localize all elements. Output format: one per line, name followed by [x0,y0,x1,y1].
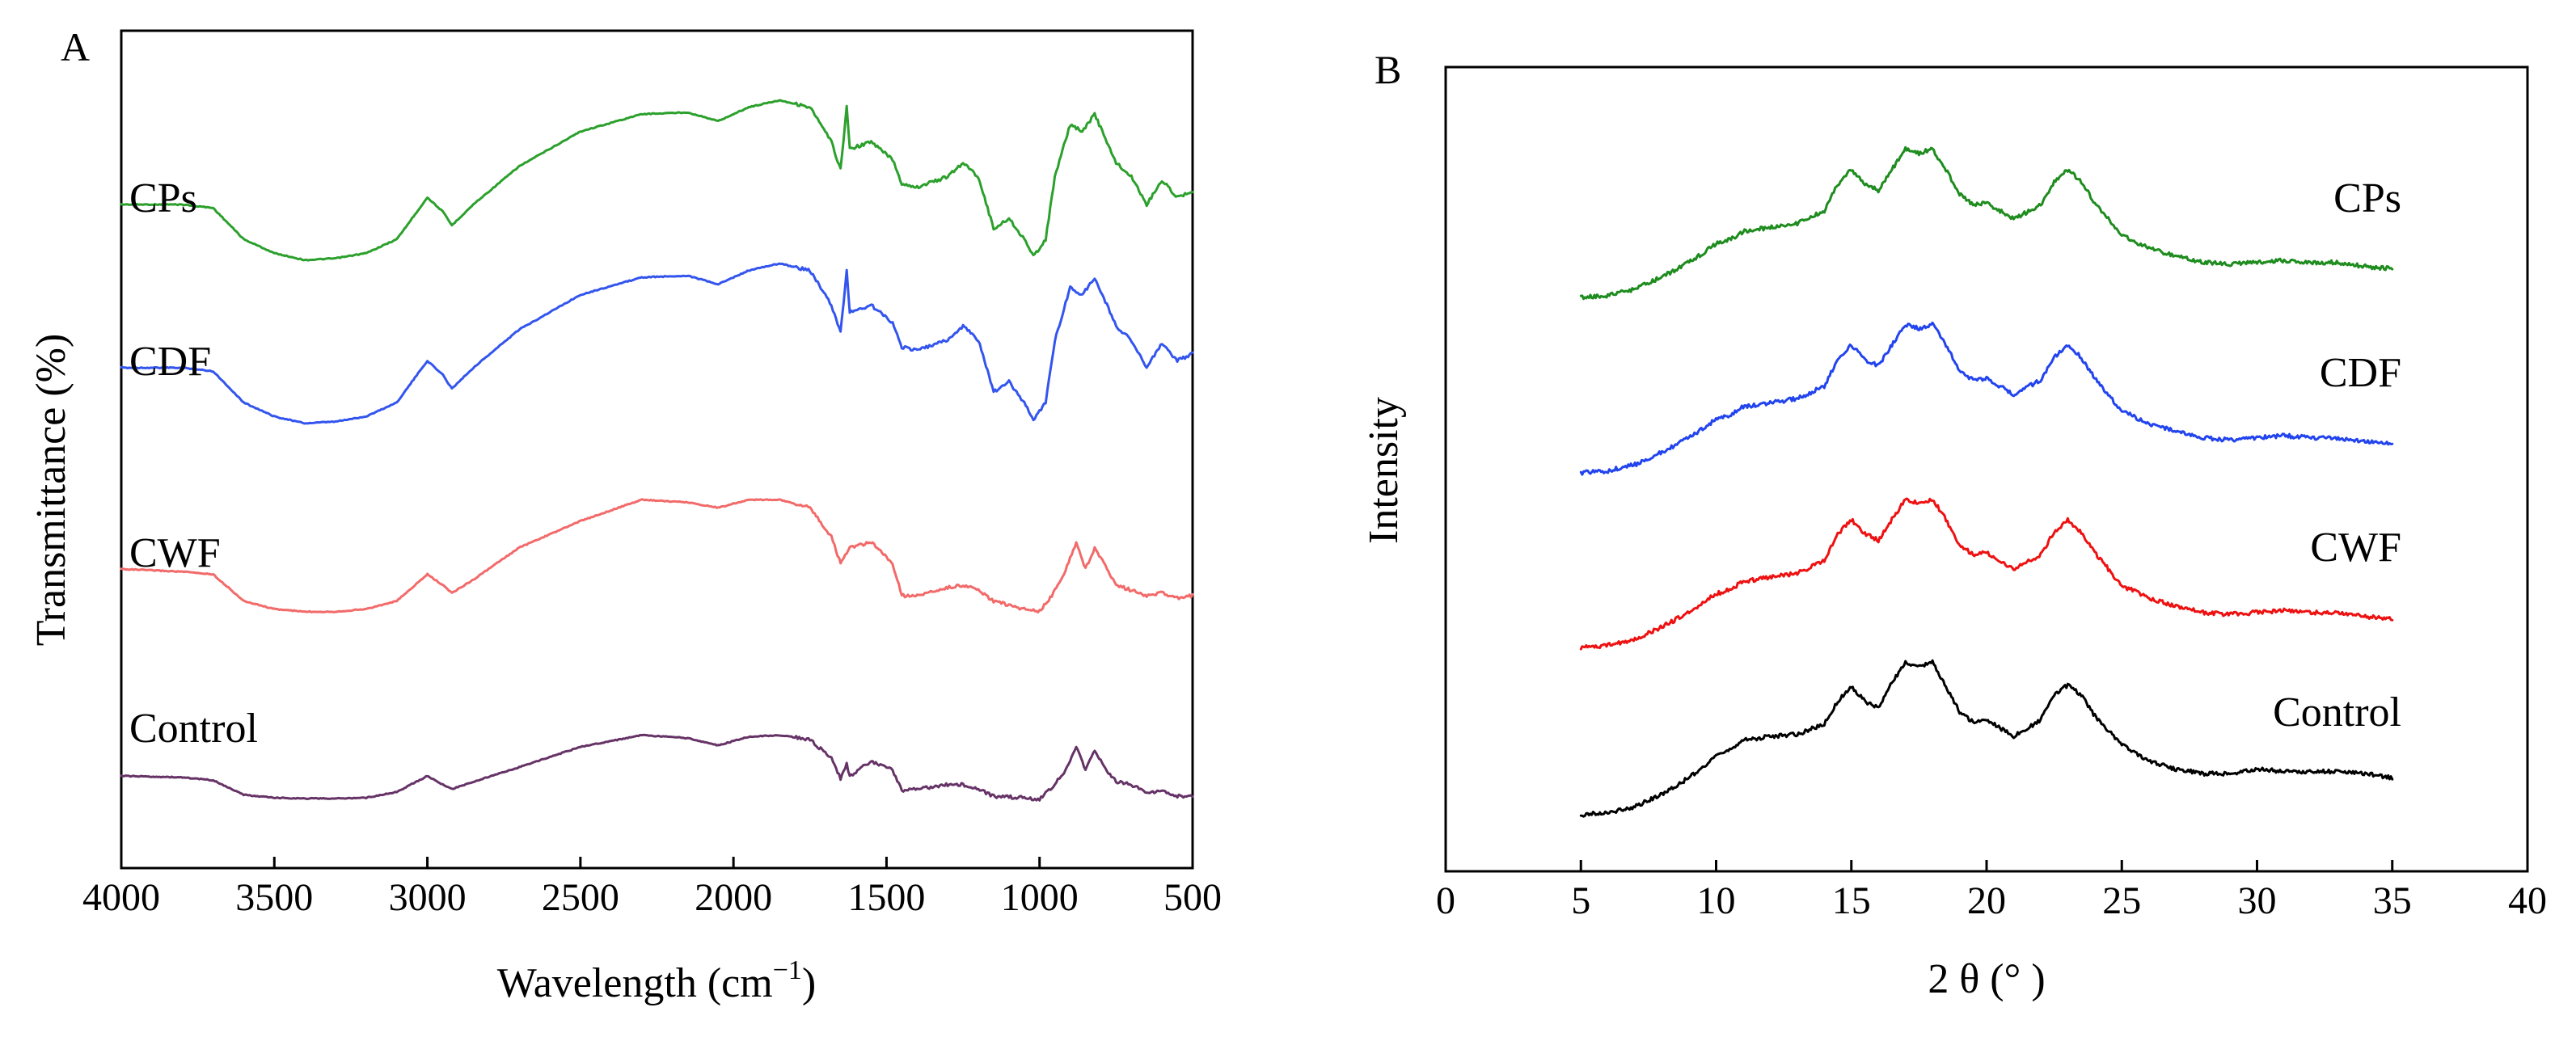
panel-a-trace-cwf [120,498,1194,613]
panel-a-x-ticks [120,857,1194,868]
panel-a-x-tick-label-4000: 4000 [82,876,160,919]
panel-b-x-tick-label-15: 15 [1832,879,1871,922]
panel-a-series-label-cps: CPs [129,175,197,221]
panel-b-series-label-control: Control [2273,689,2401,736]
panel-a-x-axis-label: Wavelength (cm−1) [497,955,816,1006]
panel-a-series-label-control: Control [129,706,258,752]
panel-a-x-tick-label-1500: 1500 [847,876,925,919]
panel-b-x-tick-label-20: 20 [1967,879,2006,922]
panel-a-label: A [61,24,90,70]
panel-b-x-tick-label-35: 35 [2373,879,2412,922]
panel-b-traces [1579,145,2394,818]
panel-a-x-tick-label-2500: 2500 [542,876,619,919]
panel-b-x-tick-label-5: 5 [1571,879,1590,922]
panel-a-x-tick-label-1000: 1000 [1001,876,1079,919]
panel-a-x-tick-label-3000: 3000 [389,876,467,919]
panel-b-trace-cwf [1579,497,2394,651]
panel-a-x-tick-label-2000: 2000 [695,876,772,919]
panel-a-x-axis-label-main: Wavelength (cm [497,960,773,1006]
panel-b-label: B [1375,47,1401,92]
panel-a-series-label-cdf: CDF [129,339,211,385]
panel-a-series-label-cwf: CWF [129,530,221,576]
panel-b-xrd: B 0 5 10 15 20 25 30 35 40 CPs CDF CWF Control 2 θ … [1361,47,2547,1002]
panel-a-x-tick-label-3500: 3500 [235,876,313,919]
panel-b-series-label-cwf: CWF [2310,525,2401,571]
panel-b-y-axis-label: Intensity [1361,397,1407,544]
panel-a-ftir: A 4000 3500 3000 2500 2000 1500 1000 500 CPs CDF… [28,24,1222,1006]
panel-b-series-label-cps: CPs [2333,175,2401,221]
panel-a-trace-control [120,733,1194,802]
panel-b-x-tick-label-10: 10 [1697,879,1736,922]
panel-b-x-tick-label-0: 0 [1436,879,1455,922]
panel-b-x-tick-label-40: 40 [2508,879,2547,922]
panel-a-x-axis-label-superscript: −1 [773,955,802,985]
panel-b-x-tick-labels: 0 5 10 15 20 25 30 35 40 [1436,879,2547,922]
panel-b-trace-cdf [1579,321,2394,476]
panel-a-x-axis-label-close: ) [802,960,816,1006]
panel-b-x-axis-label: 2 θ (° ) [1928,956,2045,1002]
panel-b-series-labels: CPs CDF CWF Control [2273,175,2401,736]
panel-b-x-ticks [1444,860,2529,871]
panel-a-x-tick-label-500: 500 [1163,876,1222,919]
panel-b-trace-control [1579,659,2394,818]
panel-a-y-axis-label: Transmittance (%) [28,334,74,647]
panel-a-plot-frame [120,29,1194,870]
panel-a-trace-cps [120,99,1194,262]
panel-a-series-labels: CPs CDF CWF Control [129,175,258,752]
panel-b-x-tick-label-30: 30 [2238,879,2277,922]
panel-b-series-label-cdf: CDF [2320,350,2401,396]
panel-a-traces [120,99,1194,802]
panel-a-x-tick-labels: 4000 3500 3000 2500 2000 1500 1000 500 [82,876,1222,919]
panel-b-x-tick-label-25: 25 [2102,879,2141,922]
panel-a-trace-cdf [120,262,1194,425]
panel-b-trace-cps [1579,145,2394,301]
